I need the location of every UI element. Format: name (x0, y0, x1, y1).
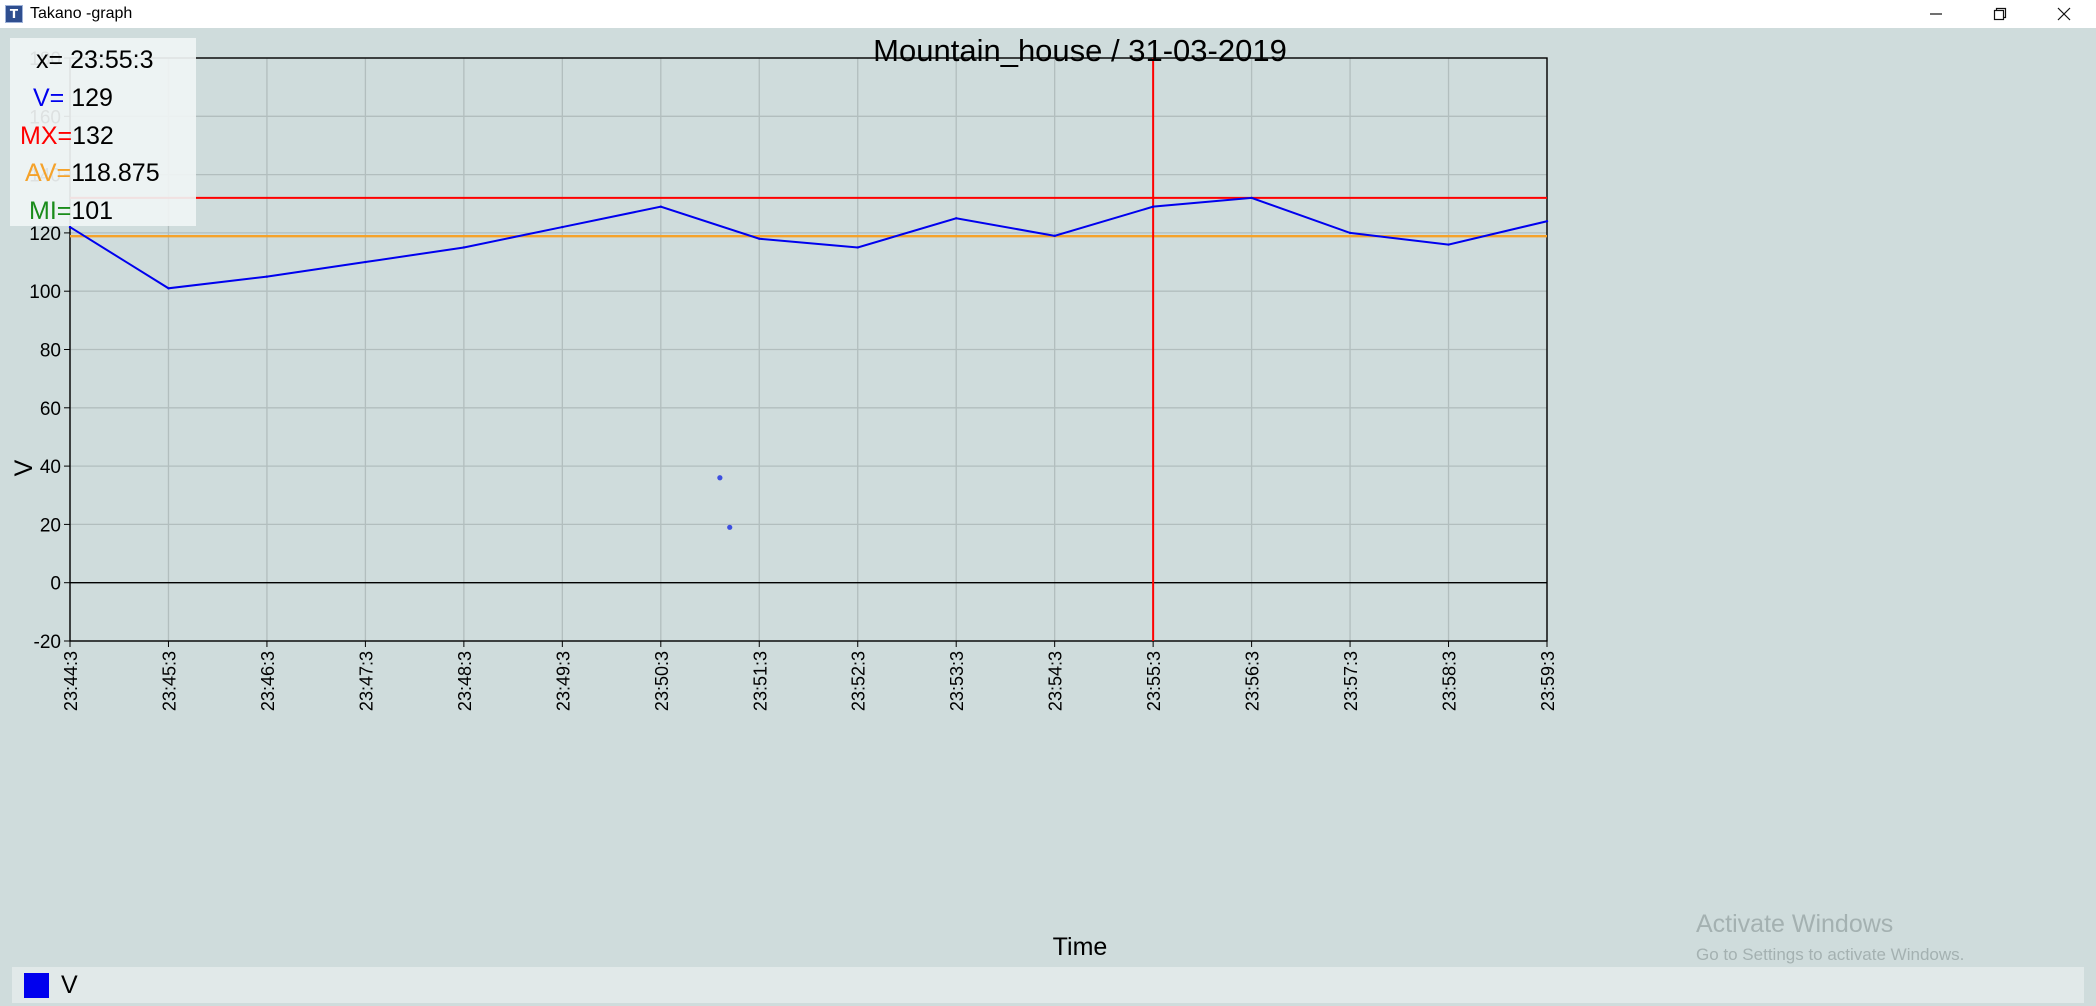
x-tick-label: 23:52:3 (849, 651, 869, 711)
data-point (561, 225, 564, 229)
x-tick-label: 23:56:3 (1243, 651, 1263, 711)
readout-v-label: V= (33, 84, 65, 112)
readout-min: MI=101 (29, 197, 113, 226)
series-line-v (69, 196, 1548, 290)
readout-max: MX=132 (20, 122, 114, 151)
data-point (659, 205, 662, 208)
x-tick-label: 23:45:3 (159, 651, 179, 711)
window-controls (1904, 0, 2096, 28)
data-point (1151, 205, 1155, 208)
readout-max-value: 132 (72, 122, 114, 150)
y-axis-label: V (10, 459, 38, 476)
readout-v: V= 129 (33, 84, 113, 113)
minimize-button[interactable] (1904, 0, 1968, 28)
y-tick-label: 120 (29, 224, 61, 245)
y-tick-label: 80 (40, 341, 61, 362)
readout-min-label: MI= (29, 197, 72, 225)
chart-title: Mountain_house / 31-03-2019 (873, 33, 1287, 68)
legend[interactable]: V (12, 967, 2084, 1003)
stray-point (727, 524, 733, 530)
data-point (856, 246, 859, 249)
y-tick-label: 20 (40, 515, 61, 536)
data-point (1250, 196, 1253, 200)
x-tick-label: 23:49:3 (553, 651, 573, 711)
x-tick-label: 23:48:3 (455, 651, 475, 711)
readout-average-value: 118.875 (71, 159, 160, 187)
readout-v-value: 129 (71, 84, 113, 112)
data-point (462, 246, 466, 249)
watermark-title: Activate Windows (1696, 910, 1894, 938)
activation-watermark: Activate Windows Go to Settings to activ… (1696, 910, 1964, 965)
data-point (1545, 220, 1549, 223)
x-axis-label: Time (1053, 933, 1108, 961)
readout-x-value: 23:55:3 (70, 46, 154, 74)
stray-point (717, 475, 723, 481)
close-icon (2057, 7, 2071, 21)
data-point (758, 237, 761, 240)
readout-average-label: AV= (25, 159, 72, 187)
data-point (167, 287, 170, 290)
y-tick-label: 100 (29, 282, 61, 303)
x-tick-label: 23:47:3 (356, 651, 376, 711)
y-tick-label: 40 (40, 457, 61, 478)
x-tick-label: 23:57:3 (1341, 651, 1361, 711)
x-tick-label: 23:44:3 (61, 651, 81, 711)
data-point (955, 217, 958, 220)
restore-button[interactable] (1968, 0, 2032, 28)
x-tick-label: 23:46:3 (258, 651, 278, 711)
watermark-subtitle: Go to Settings to activate Windows. (1696, 945, 1965, 964)
y-tick-label: -20 (34, 632, 61, 653)
restore-icon (1993, 7, 2007, 21)
data-point (364, 260, 367, 264)
data-point (1348, 231, 1352, 235)
y-tick-label: 0 (50, 574, 61, 595)
x-tick-label: 23:53:3 (947, 651, 967, 711)
readout-max-label: MX= (20, 122, 73, 150)
x-tick-label: 23:54:3 (1046, 651, 1066, 711)
x-tick-label: 23:55:3 (1144, 651, 1164, 711)
legend-swatch-v[interactable] (24, 972, 49, 998)
readout-average: AV=118.875 (25, 159, 160, 188)
app-logo-icon: T (5, 5, 23, 23)
title-bar[interactable]: T Takano -graph (0, 0, 2096, 28)
x-tick-label: 23:51:3 (750, 651, 770, 711)
x-tick-label: 23:50:3 (652, 651, 672, 711)
minimize-icon (1930, 13, 1942, 15)
readout-min-value: 101 (71, 197, 114, 225)
data-point (265, 275, 269, 278)
data-point (68, 225, 72, 229)
line-chart[interactable]: -2002040608010012014016018023:44:323:45:… (0, 28, 2096, 966)
window-title: Takano -graph (30, 5, 133, 22)
plot-frame (69, 57, 1548, 642)
close-button[interactable] (2032, 0, 2096, 28)
readout-x-label: x= (36, 46, 64, 74)
data-point (1053, 234, 1056, 238)
readout-x: x= 23:55:3 (36, 46, 153, 75)
chart-area[interactable]: -2002040608010012014016018023:44:323:45:… (0, 28, 2096, 966)
x-tick-label: 23:59:3 (1538, 651, 1558, 711)
data-point (1447, 243, 1450, 246)
y-tick-label: 60 (40, 399, 61, 420)
x-tick-label: 23:58:3 (1440, 651, 1460, 711)
readout-panel: x= 23:55:3 V= 129 MX=132 AV=118.875 MI=1… (10, 38, 196, 226)
legend-label-v: V (61, 970, 78, 999)
